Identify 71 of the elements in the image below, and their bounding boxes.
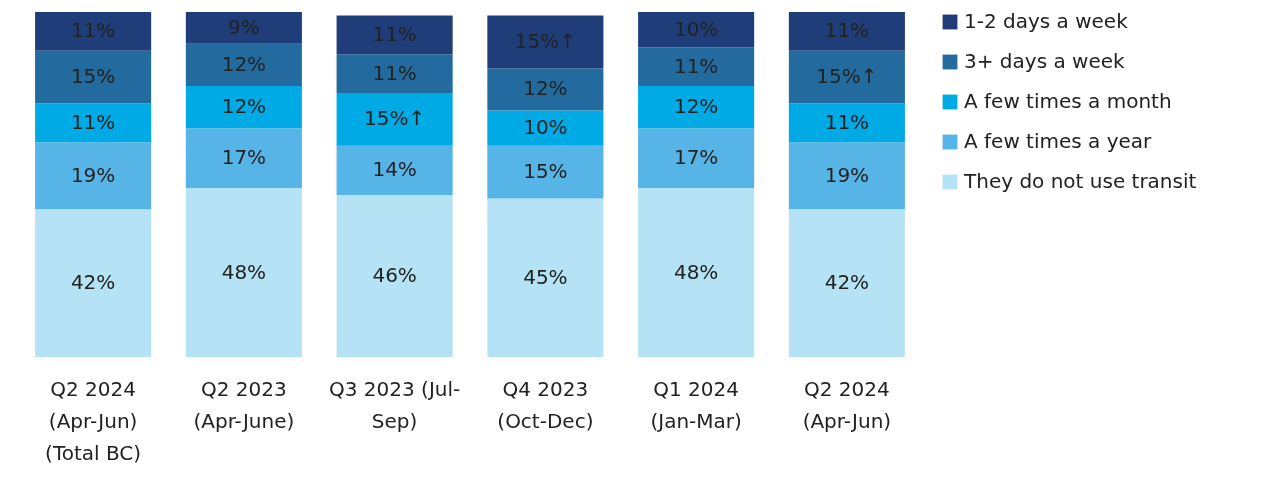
data-label: 42% bbox=[70, 270, 116, 295]
data-label: 46% bbox=[372, 263, 417, 288]
bar bbox=[336, 145, 453, 196]
bar bbox=[788, 209, 905, 357]
bar bbox=[788, 142, 905, 210]
x-tick-label: Q4 2023 (Oct-Dec) bbox=[497, 376, 594, 433]
bar bbox=[35, 142, 152, 210]
data-label: 10% bbox=[673, 16, 719, 41]
data-label: 17% bbox=[673, 145, 719, 170]
x-tick-label: Q3 2023 (Jul- Sep) bbox=[329, 376, 461, 433]
bar bbox=[185, 128, 302, 189]
bar bbox=[35, 209, 152, 357]
bar bbox=[336, 92, 453, 146]
bar bbox=[788, 12, 905, 51]
data-label: 48% bbox=[221, 259, 267, 284]
legend-label: 1-2 days a week bbox=[964, 9, 1129, 33]
data-label: 12% bbox=[523, 76, 568, 101]
legend-label: A few times a year bbox=[964, 129, 1153, 153]
bar bbox=[336, 195, 453, 357]
x-tick-label: Q2 2024 (Apr-Jun) bbox=[802, 376, 892, 433]
bar bbox=[336, 54, 453, 93]
data-label: 19% bbox=[824, 162, 870, 187]
data-label: 11% bbox=[824, 109, 870, 134]
data-label: 15%↑ bbox=[364, 106, 426, 131]
legend-label: They do not use transit bbox=[963, 169, 1197, 193]
data-label: 15% bbox=[523, 159, 568, 184]
data-label: 15% bbox=[70, 64, 116, 89]
data-label: 15%↑ bbox=[514, 28, 576, 53]
data-label: 11% bbox=[372, 60, 417, 85]
bar bbox=[788, 50, 905, 104]
bar bbox=[185, 85, 302, 129]
bar bbox=[638, 12, 755, 48]
bar bbox=[487, 145, 604, 199]
bar bbox=[185, 188, 302, 357]
bar bbox=[35, 103, 152, 143]
legend-label: A few times a month bbox=[964, 89, 1172, 113]
data-label: 45% bbox=[523, 264, 568, 289]
bar bbox=[185, 12, 302, 44]
bar bbox=[638, 85, 755, 129]
bar bbox=[638, 47, 755, 86]
data-label: 11% bbox=[70, 18, 116, 43]
data-label: 11% bbox=[372, 21, 417, 46]
bar bbox=[487, 110, 604, 146]
data-label: 11% bbox=[824, 18, 870, 43]
bar bbox=[185, 43, 302, 86]
x-tick-label: Q1 2024 (Jan-Mar) bbox=[650, 376, 742, 433]
bar bbox=[487, 15, 604, 69]
data-label: 15%↑ bbox=[816, 64, 878, 89]
data-label: 12% bbox=[221, 51, 267, 76]
legend-label: 3+ days a week bbox=[964, 49, 1125, 73]
data-label: 11% bbox=[673, 53, 719, 78]
data-label: 11% bbox=[70, 109, 116, 134]
data-label: 9% bbox=[228, 14, 260, 39]
data-label: 17% bbox=[221, 145, 267, 170]
x-tick-label: Q2 2023 (Apr-June) bbox=[193, 376, 295, 433]
bar bbox=[35, 12, 152, 51]
x-tick-label: Q2 2024 (Apr-Jun) (Total BC) bbox=[45, 376, 142, 465]
data-label: 19% bbox=[70, 162, 116, 187]
data-label: 12% bbox=[221, 94, 267, 119]
data-label: 42% bbox=[824, 270, 870, 295]
bar bbox=[638, 188, 755, 357]
bar bbox=[638, 128, 755, 189]
data-label: 12% bbox=[673, 94, 719, 119]
data-label: 48% bbox=[673, 259, 719, 284]
bar bbox=[487, 198, 604, 357]
bar bbox=[336, 15, 453, 55]
data-label: 14% bbox=[372, 157, 417, 182]
data-label: 10% bbox=[523, 115, 568, 140]
bar bbox=[35, 50, 152, 104]
bar bbox=[788, 103, 905, 143]
bar bbox=[487, 68, 604, 111]
